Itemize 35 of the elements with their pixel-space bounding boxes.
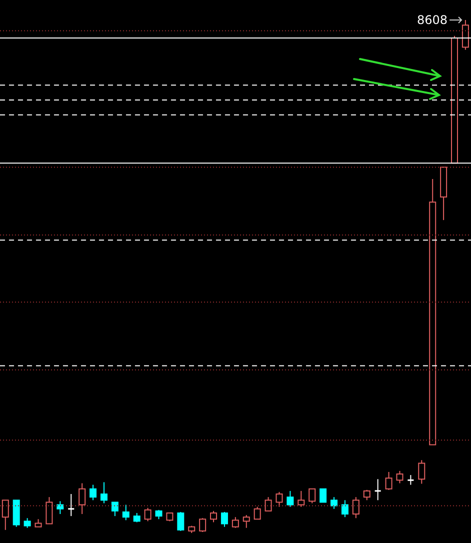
candlestick	[122, 504, 130, 521]
candlestick	[330, 496, 338, 510]
candlestick	[374, 478, 382, 501]
candlestick	[78, 482, 86, 515]
candlestick	[133, 512, 140, 523]
candlestick	[286, 490, 294, 508]
candlestick	[177, 511, 184, 532]
candlestick	[232, 516, 239, 528]
candlestick	[385, 471, 392, 490]
candlestick	[406, 474, 414, 486]
candlestick	[144, 507, 152, 522]
candlestick	[24, 518, 31, 528]
candlestick	[242, 514, 250, 528]
candlestick	[111, 502, 118, 517]
candlestick	[199, 518, 206, 532]
candlestick	[276, 491, 283, 508]
candlestick	[155, 509, 162, 520]
candlestick	[418, 460, 426, 484]
candlestick	[341, 500, 348, 518]
candlestick	[308, 488, 316, 504]
candlestick	[264, 496, 272, 512]
annotation: 8608	[416, 13, 448, 27]
candlestick	[254, 506, 261, 520]
candlestick	[46, 496, 53, 524]
candlestick	[298, 490, 305, 508]
candlestick	[352, 496, 360, 519]
candlestick	[396, 470, 404, 484]
candlestick	[56, 500, 64, 515]
candlestick	[100, 482, 108, 504]
candlestick	[90, 484, 97, 501]
candlestick	[67, 494, 75, 517]
candlestick	[220, 511, 228, 528]
candlestick	[363, 489, 370, 501]
candlestick	[210, 510, 218, 523]
candlestick	[320, 488, 327, 503]
